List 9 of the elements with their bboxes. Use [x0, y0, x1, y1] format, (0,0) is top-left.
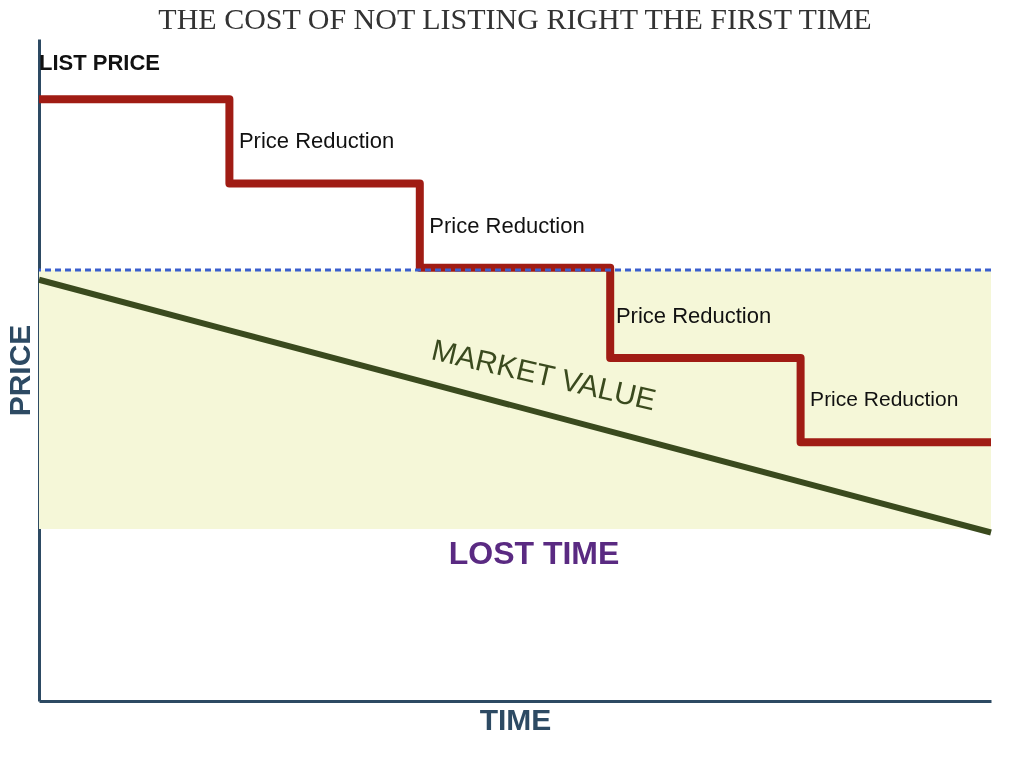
annotation: Price Reduction [238, 128, 395, 154]
annotation: Price Reduction [429, 212, 585, 238]
y-axis-title: PRICE [2, 324, 36, 417]
x-axis-title: TIME [479, 702, 552, 736]
chart-title: THE COST OF NOT LISTING RIGHT THE FIRST TIME [158, 2, 872, 35]
annotation: MARKET VALUE [428, 332, 660, 417]
annotation: LOST TIME [448, 534, 620, 571]
annotation: Price Reduction [615, 302, 772, 328]
annotation: Price Reduction [810, 387, 959, 411]
